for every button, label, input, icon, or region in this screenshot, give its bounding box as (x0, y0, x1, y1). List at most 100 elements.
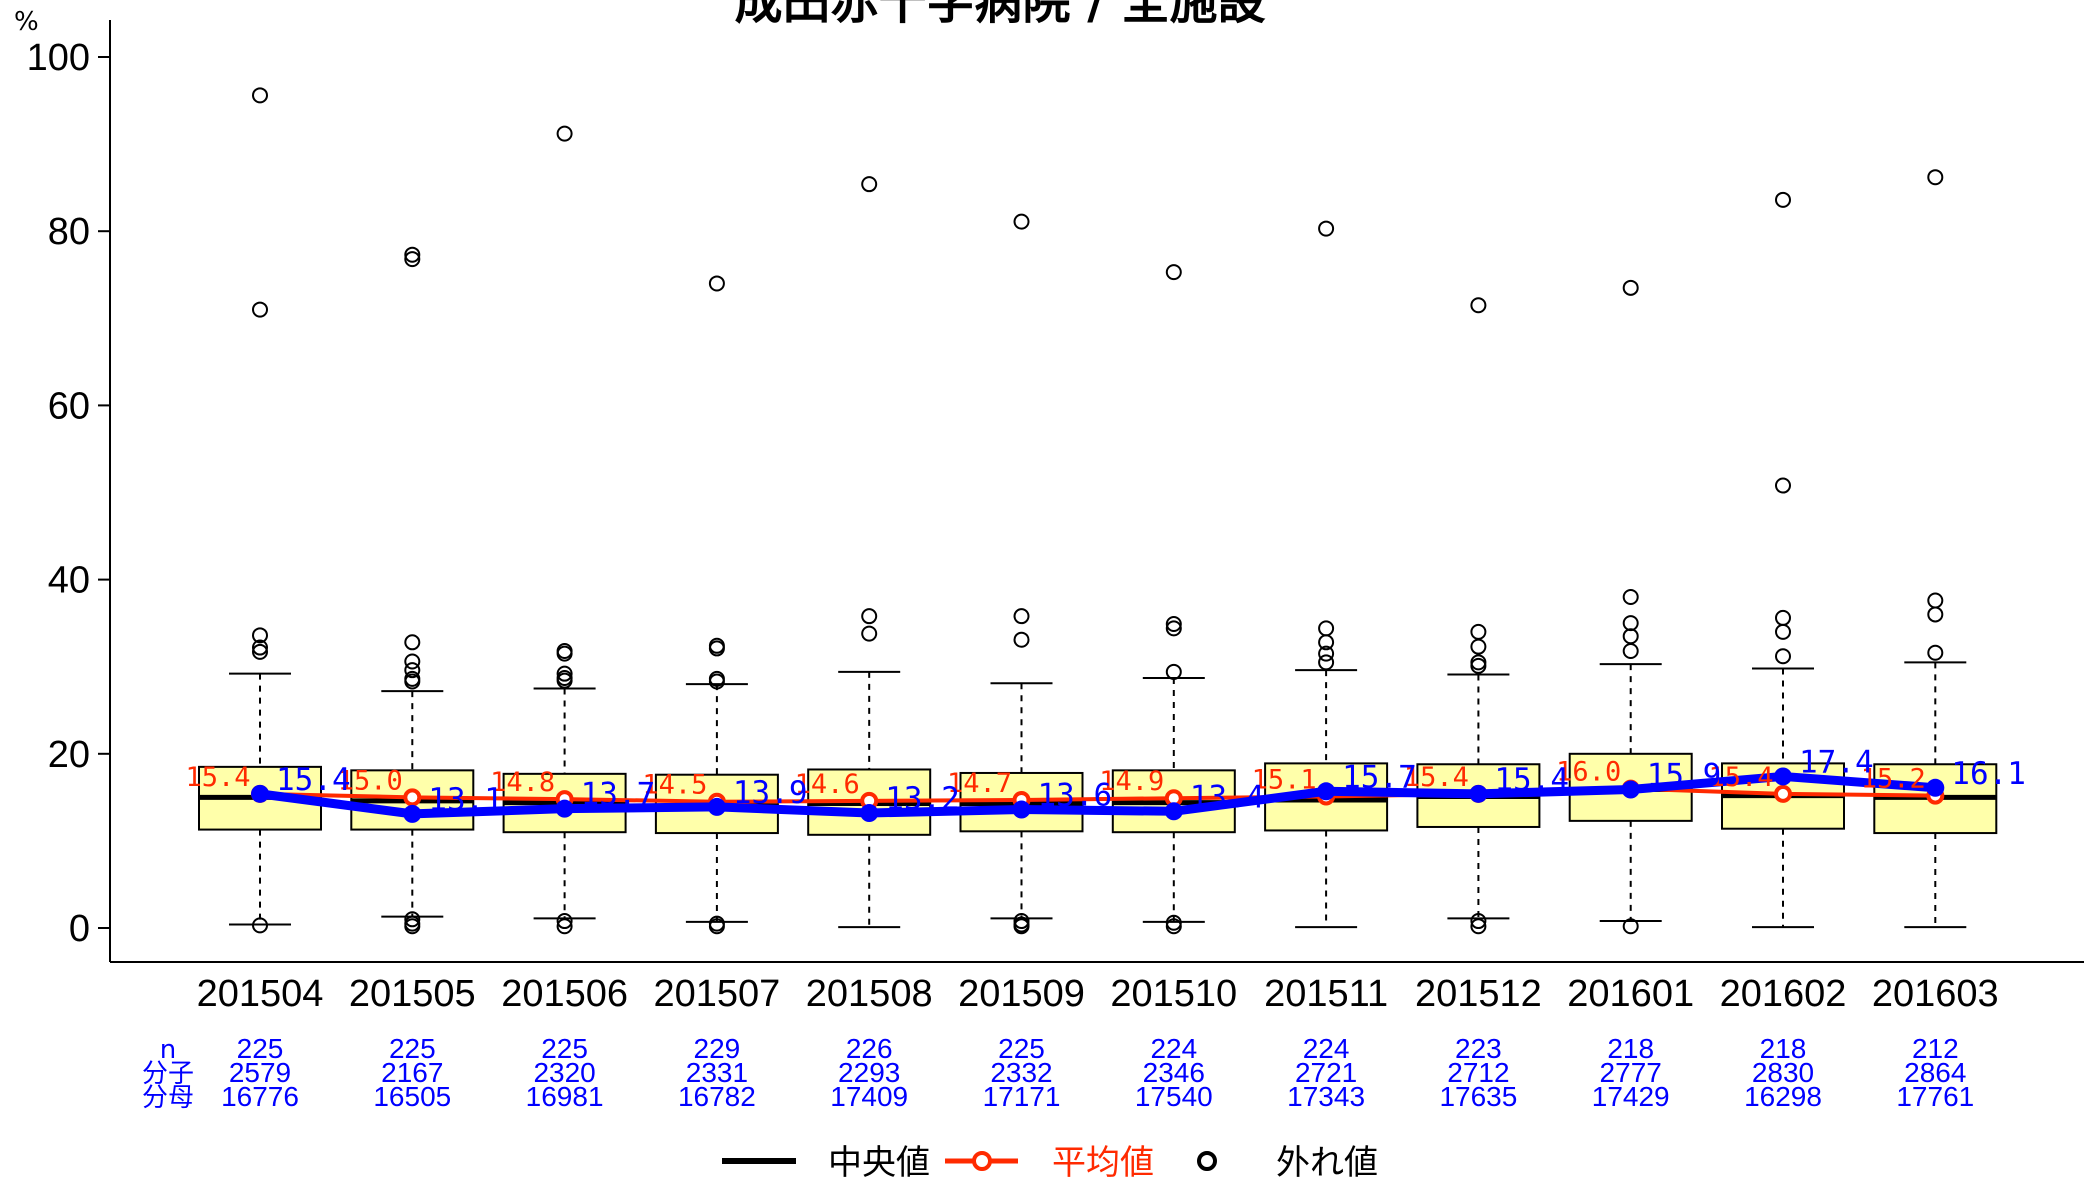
x-tick-label: 201508 (806, 973, 933, 1015)
count-row-label: 分母 (142, 1083, 194, 1113)
outlier-point (252, 301, 268, 318)
x-tick-label: 201601 (1567, 973, 1694, 1015)
mean-point (1774, 784, 1792, 803)
outlier-point (1013, 213, 1030, 230)
count-denominator: 16505 (373, 1081, 451, 1112)
box-201504 (198, 87, 322, 934)
outlier-point (252, 639, 268, 656)
count-numerator: 2293 (838, 1057, 900, 1088)
rate-value-label: 15.4 (276, 762, 351, 798)
mean-value-label: 15.4 (1404, 762, 1469, 793)
outlier-point (556, 125, 573, 142)
count-denominator: 16782 (678, 1081, 756, 1112)
mean-value-label: 14.7 (947, 768, 1012, 799)
outlier-point (1775, 623, 1791, 640)
mean-value-label: 15.4 (1708, 762, 1773, 793)
count-n: 224 (1303, 1033, 1350, 1064)
x-tick-label: 201506 (501, 973, 628, 1015)
y-tick-label: 40 (48, 560, 90, 602)
rate-line (259, 771, 1936, 819)
rate-value-label: 15.7 (1342, 759, 1417, 795)
count-denominator: 17540 (1135, 1081, 1213, 1112)
outlier-point (1318, 220, 1335, 237)
x-tick-label: 201511 (1264, 973, 1388, 1015)
box-201505 (350, 246, 475, 935)
outlier-point (708, 640, 725, 657)
outlier-point (556, 665, 573, 682)
x-tick-label: 201504 (197, 973, 324, 1015)
outlier-point (1622, 918, 1639, 935)
count-row-label: 分子 (142, 1059, 194, 1089)
box-201601 (1568, 279, 1693, 935)
outlier-point (252, 87, 268, 104)
outlier-point (252, 643, 268, 660)
count-numerator: 2346 (1143, 1057, 1205, 1088)
count-numerator: 2777 (1600, 1057, 1662, 1088)
rate-value-label: 15.9 (1647, 758, 1722, 794)
count-n: 212 (1912, 1033, 1959, 1064)
rate-point (251, 784, 269, 803)
legend-mean-label: 平均値 (1052, 1143, 1154, 1180)
x-tick-label: 201512 (1415, 973, 1542, 1015)
mean-value-label: 14.8 (490, 767, 555, 798)
mean-value-label: 15.4 (185, 762, 250, 793)
legend: 中央値 平均値 外れ値 (722, 1143, 1378, 1180)
rate-point (860, 804, 879, 823)
rate-value-label: 13.9 (733, 775, 808, 811)
outlier-point (404, 246, 421, 263)
outlier-point (1013, 631, 1030, 648)
count-denominator: 16981 (526, 1081, 604, 1112)
legend-median-label: 中央値 (828, 1143, 930, 1180)
chart-title: 成田赤十字病院 / 全施設 (735, 0, 1266, 30)
count-numerator: 2712 (1447, 1057, 1509, 1088)
outlier-point (1318, 620, 1335, 637)
box-201510 (1111, 264, 1236, 935)
outlier-point (1165, 620, 1182, 637)
x-tick-label: 201507 (653, 973, 780, 1015)
outlier-point (1318, 634, 1335, 651)
outlier-point (1013, 608, 1030, 625)
x-tick-label: 201602 (1720, 973, 1847, 1015)
mean-value-label: 14.6 (795, 769, 860, 800)
count-denominator: 17343 (1287, 1081, 1365, 1112)
box-201512 (1416, 297, 1541, 935)
count-denominator: 16298 (1744, 1081, 1822, 1112)
count-numerator: 2721 (1295, 1057, 1357, 1088)
outlier-point (1470, 657, 1487, 674)
count-numerator: 2332 (990, 1057, 1052, 1088)
box-201602 (1721, 191, 1845, 929)
rate-value-label: 13.2 (885, 781, 960, 817)
count-n: 218 (1760, 1033, 1807, 1064)
outlier-point (404, 918, 421, 935)
count-n: 223 (1455, 1033, 1502, 1064)
rate-value-label: 17.4 (1799, 744, 1874, 780)
outlier-point (404, 662, 421, 679)
x-tick-label: 201510 (1110, 973, 1237, 1015)
count-denominator: 16776 (221, 1081, 299, 1112)
outlier-point (1622, 615, 1639, 632)
outlier-point (1470, 297, 1487, 314)
rate-value-label: 16.1 (1951, 756, 2026, 792)
outlier-point (1622, 643, 1639, 660)
outlier-point (404, 634, 421, 651)
x-tick-label: 201505 (349, 973, 476, 1015)
mean-value-label: 15.2 (1861, 764, 1926, 795)
outlier-point (1165, 616, 1182, 633)
outlier-point (1013, 918, 1030, 935)
outlier-point (1470, 623, 1487, 640)
count-n: 218 (1607, 1033, 1654, 1064)
outlier-point (404, 251, 421, 268)
box-201603 (1873, 169, 1998, 929)
count-denominator: 17429 (1592, 1081, 1670, 1112)
y-tick-label: 60 (48, 385, 90, 427)
y-tick-label: 80 (48, 211, 90, 253)
rate-value-label: 15.4 (1494, 762, 1569, 798)
outlier-point (1927, 606, 1944, 623)
rate-value-label: 13.1 (428, 782, 503, 818)
outlier-point (1622, 628, 1639, 645)
outlier-point (1318, 645, 1335, 662)
x-axis: 201504 201505 201506 201507 201508 201509 2015… (197, 973, 1999, 1015)
box-201509 (959, 213, 1084, 935)
count-n: 225 (998, 1033, 1045, 1064)
